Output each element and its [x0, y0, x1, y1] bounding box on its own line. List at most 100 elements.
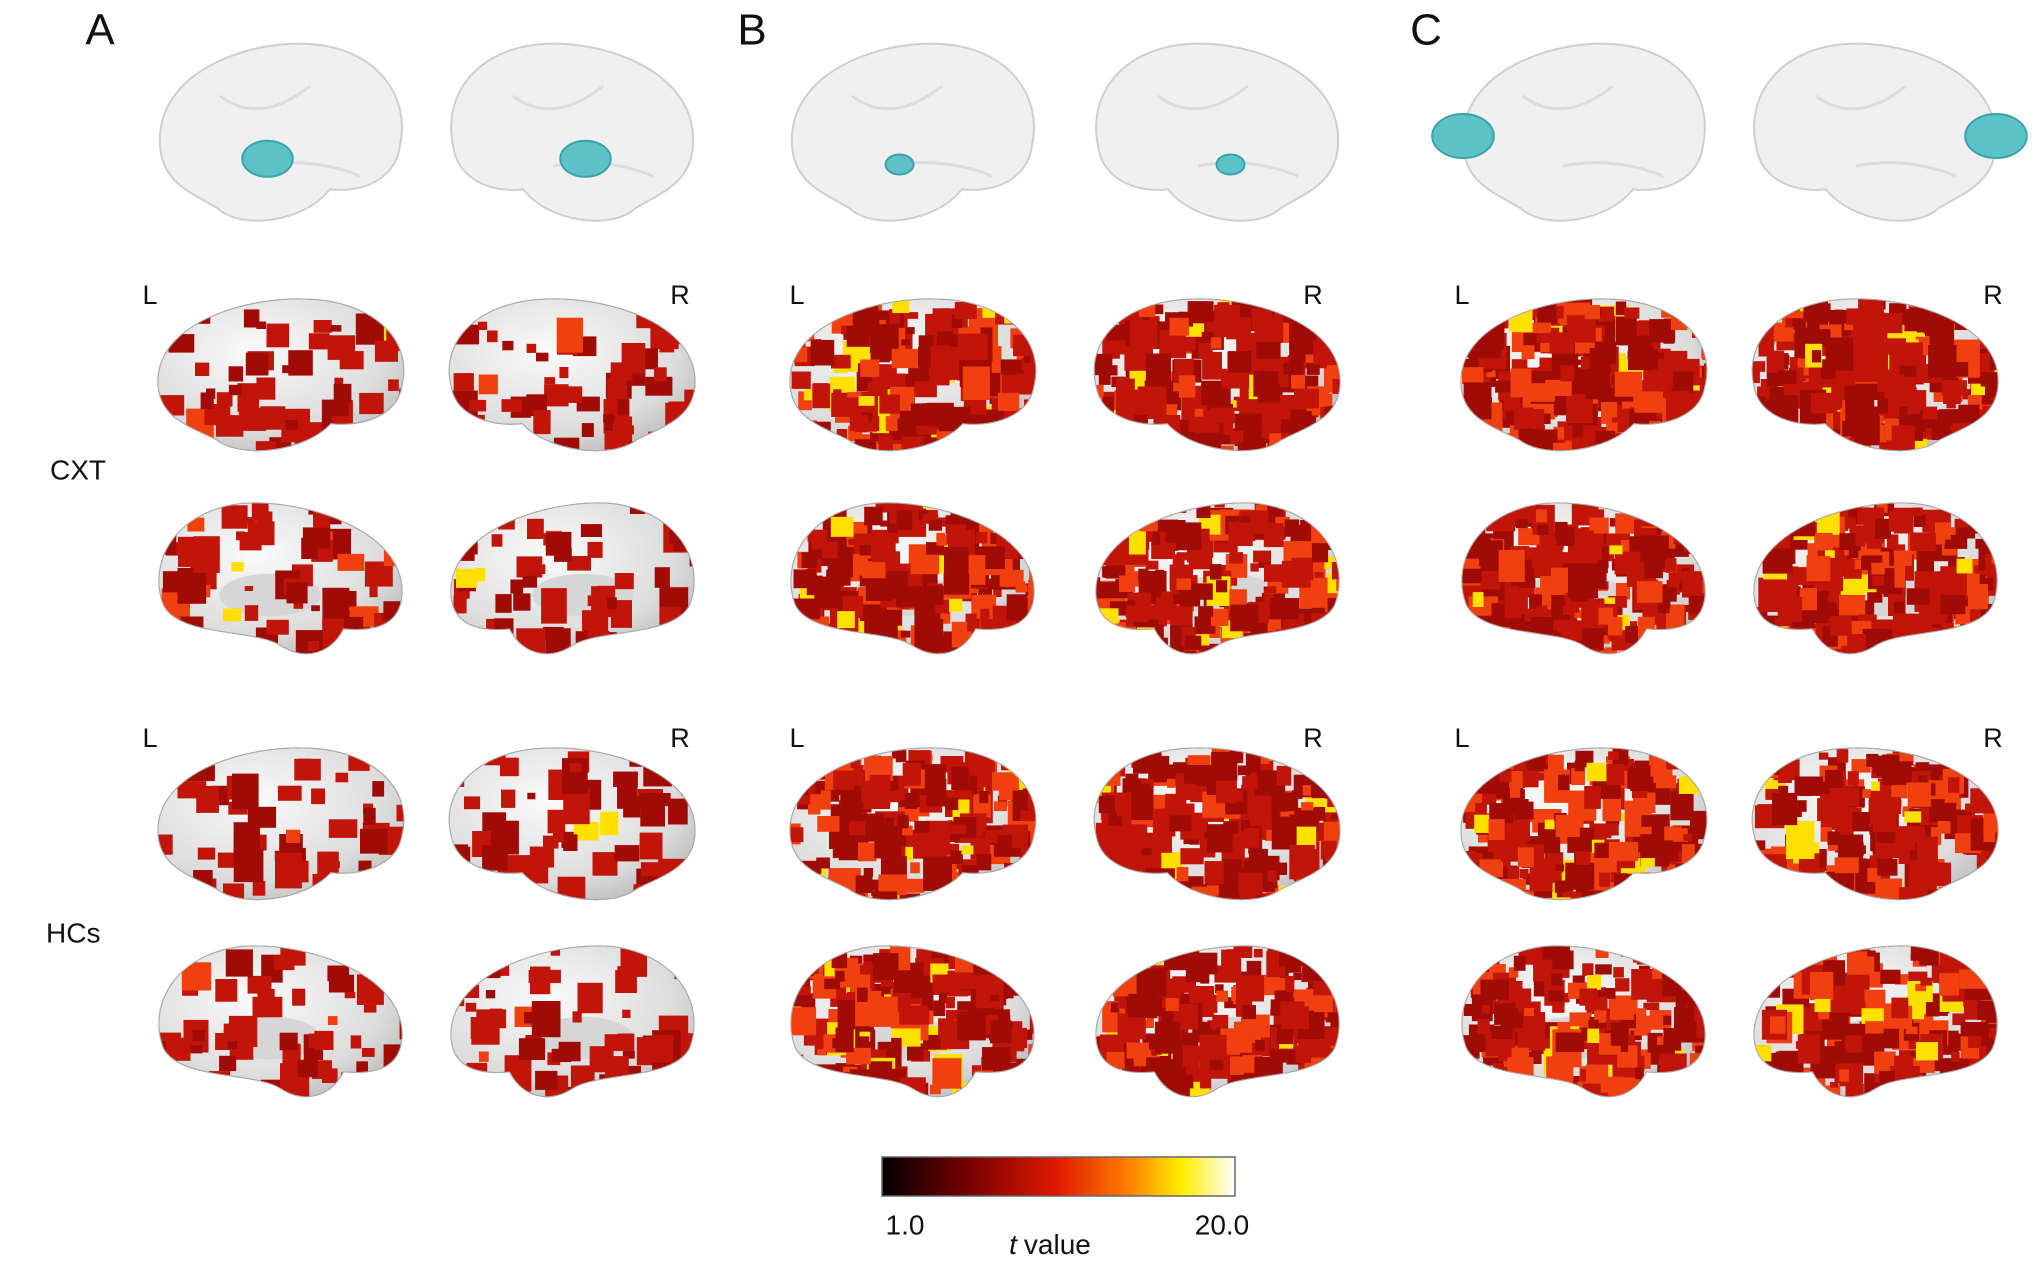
cluster	[1342, 638, 1351, 647]
cluster	[990, 994, 1000, 1002]
cluster	[996, 655, 1019, 685]
cluster	[1343, 822, 1353, 831]
cluster	[1281, 660, 1301, 680]
cluster	[689, 645, 695, 654]
cluster	[1462, 865, 1476, 876]
cluster	[1684, 445, 1698, 451]
cluster	[1255, 780, 1272, 795]
cluster	[1461, 528, 1477, 542]
cluster	[1163, 945, 1192, 971]
cluster	[951, 621, 972, 648]
cluster	[828, 868, 856, 900]
cluster	[1635, 427, 1649, 441]
cluster	[1508, 967, 1519, 978]
cluster	[839, 888, 848, 899]
cluster	[674, 450, 693, 451]
cluster	[1191, 583, 1213, 600]
cluster	[1755, 446, 1767, 451]
cluster	[848, 904, 876, 932]
cluster	[910, 554, 940, 575]
cluster	[449, 775, 465, 787]
cluster	[810, 339, 835, 366]
cluster	[801, 445, 827, 451]
cluster	[1993, 756, 1999, 775]
cluster	[1697, 1052, 1706, 1085]
cluster	[1634, 391, 1663, 413]
cluster	[1709, 877, 1727, 891]
seed-region	[1964, 113, 2028, 159]
cluster	[928, 520, 943, 531]
cluster	[1842, 892, 1856, 900]
cluster	[1946, 1065, 1976, 1097]
cluster	[1020, 858, 1036, 871]
cluster	[329, 892, 344, 900]
cluster	[1020, 443, 1036, 451]
cluster	[1978, 1093, 1998, 1097]
cluster	[1029, 998, 1035, 1013]
cluster	[1026, 893, 1036, 900]
cluster	[1140, 579, 1167, 596]
cluster	[1329, 777, 1341, 792]
cluster	[1805, 650, 1829, 654]
cluster	[1206, 885, 1219, 896]
cluster	[1530, 1103, 1553, 1128]
cluster	[660, 1068, 689, 1097]
cluster	[812, 383, 831, 409]
cluster	[1035, 1000, 1044, 1006]
cluster	[1971, 1088, 1994, 1097]
cluster	[1940, 594, 1966, 615]
cluster	[1285, 985, 1294, 993]
cluster	[1477, 1071, 1494, 1089]
cluster	[1101, 438, 1119, 451]
cluster	[614, 573, 634, 590]
cluster	[1462, 908, 1489, 930]
cluster	[1254, 1056, 1283, 1088]
cluster	[1949, 826, 1963, 835]
cluster	[1692, 446, 1707, 451]
cluster	[1993, 444, 1999, 451]
cluster	[1573, 367, 1584, 378]
cluster	[1557, 1021, 1571, 1031]
cluster	[1156, 834, 1172, 853]
cluster	[1635, 874, 1662, 900]
cluster	[1702, 1010, 1706, 1021]
cluster	[1956, 903, 1981, 924]
cluster	[1281, 560, 1311, 588]
cluster	[625, 456, 652, 484]
cluster	[1279, 945, 1306, 967]
cluster	[1169, 815, 1192, 832]
cluster	[1891, 425, 1915, 451]
cluster	[1554, 880, 1566, 893]
cluster	[1233, 658, 1257, 683]
cluster	[1340, 1079, 1352, 1087]
cluster	[1334, 1043, 1340, 1059]
cluster	[1707, 796, 1725, 818]
cluster	[1899, 656, 1928, 693]
cluster	[1547, 754, 1564, 772]
cluster	[197, 847, 216, 860]
cluster	[1674, 429, 1685, 439]
cluster	[1342, 753, 1368, 772]
cluster	[1154, 450, 1176, 451]
cluster	[680, 502, 695, 520]
seed-region	[559, 139, 612, 178]
cluster	[855, 659, 868, 675]
cluster	[1977, 418, 1999, 451]
cluster	[1312, 543, 1329, 563]
cluster	[1805, 657, 1821, 676]
brain-outline	[158, 945, 403, 1098]
cluster	[793, 884, 817, 900]
cluster	[1312, 634, 1323, 647]
cluster	[1132, 642, 1148, 654]
cluster	[360, 828, 388, 854]
cluster	[1774, 898, 1785, 900]
cluster	[1765, 789, 1779, 800]
cluster	[323, 658, 336, 668]
cluster	[1998, 442, 2016, 459]
cluster	[993, 949, 1007, 965]
cluster	[854, 656, 869, 666]
cluster	[1996, 1022, 1998, 1054]
cluster	[1101, 871, 1116, 887]
cluster	[225, 949, 253, 977]
